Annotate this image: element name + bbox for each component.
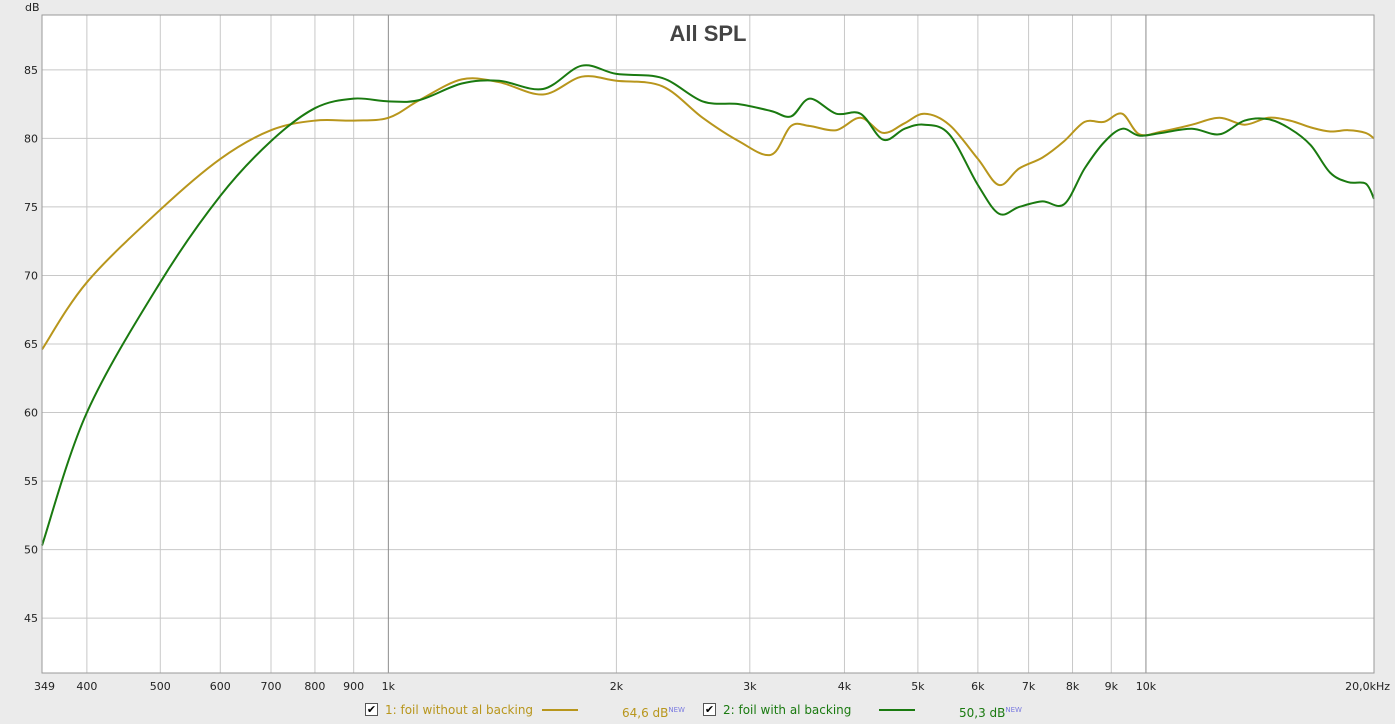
x-tick-label: 5k <box>911 680 925 693</box>
y-tick-label: 55 <box>24 475 38 488</box>
x-tick-label: 8k <box>1066 680 1080 693</box>
grid <box>42 15 1374 673</box>
x-tick-label: 4k <box>838 680 852 693</box>
y-tick-label: 50 <box>24 544 38 557</box>
series-1-level: 64,6 dBNEW <box>622 701 685 720</box>
x-tick-label: 1k <box>382 680 396 693</box>
x-tick-label: 3k <box>743 680 757 693</box>
x-tick-label: 400 <box>76 680 97 693</box>
tick-labels: 45 50 55 60 65 70 75 80 85 349 400 500 600 700 800 900 1… <box>24 64 1390 693</box>
series-1-line <box>41 75 1375 351</box>
plot-frame <box>41 14 1375 674</box>
y-axis-unit: dB <box>25 1 40 14</box>
series-2-label: 2: foil with al backing <box>723 703 852 717</box>
y-tick-label: 60 <box>24 407 38 420</box>
x-tick-label: 20,0kHz <box>1345 680 1390 693</box>
y-tick-label: 45 <box>24 612 38 625</box>
series-2-new-badge: NEW <box>1005 706 1022 714</box>
y-tick-label: 70 <box>24 269 38 282</box>
x-tick-label: 6k <box>971 680 985 693</box>
x-tick-label: 349 <box>34 680 55 693</box>
series-1-new-badge: NEW <box>668 706 685 714</box>
series-1-label: 1: foil without al backing <box>385 703 534 717</box>
legend: ✔ 1: foil without al backing 64,6 dBNEW … <box>0 701 1395 720</box>
y-tick-label: 80 <box>24 132 38 145</box>
series-2-value: 50,3 dB <box>959 706 1006 720</box>
x-tick-label: 600 <box>210 680 231 693</box>
x-tick-label: 500 <box>150 680 171 693</box>
series-1-checkbox[interactable]: ✔ <box>365 703 378 716</box>
series-2-line <box>41 64 1375 546</box>
x-tick-label: 2k <box>610 680 624 693</box>
x-tick-label: 7k <box>1022 680 1036 693</box>
x-tick-label: 9k <box>1105 680 1119 693</box>
series-2-swatch <box>879 709 915 711</box>
series-2-level: 50,3 dBNEW <box>959 701 1022 720</box>
chart-title: All SPL <box>669 21 746 46</box>
series-1-value: 64,6 dB <box>622 706 669 720</box>
y-tick-label: 85 <box>24 64 38 77</box>
y-tick-label: 65 <box>24 338 38 351</box>
y-tick-label: 75 <box>24 201 38 214</box>
x-tick-label: 900 <box>343 680 364 693</box>
series-1-swatch <box>542 709 578 711</box>
x-tick-label: 10k <box>1136 680 1157 693</box>
series-2-checkbox[interactable]: ✔ <box>703 703 716 716</box>
series-group <box>41 64 1375 546</box>
x-tick-label: 800 <box>304 680 325 693</box>
x-tick-label: 700 <box>260 680 281 693</box>
